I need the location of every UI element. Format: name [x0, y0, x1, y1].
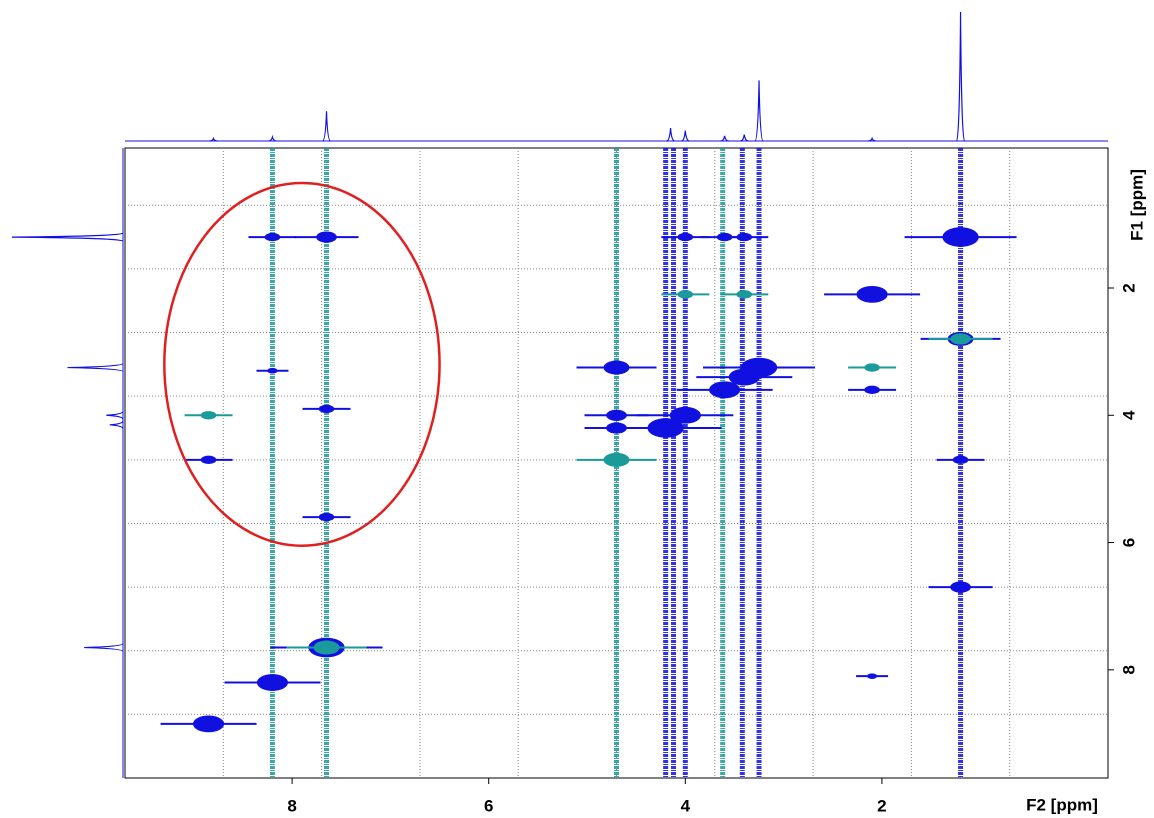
projection-peak	[209, 136, 218, 142]
cross-peak	[720, 290, 769, 299]
x-tick-label: 4	[681, 796, 691, 815]
cross-peak	[703, 357, 816, 378]
cross-peak	[824, 285, 921, 303]
projection-peak	[84, 642, 124, 653]
x-tick-label: 6	[484, 796, 493, 815]
projection-peak	[720, 135, 729, 142]
projection-peak	[740, 134, 749, 142]
projection-peak	[11, 232, 124, 242]
cross-peak	[928, 333, 993, 345]
projection-peak	[754, 80, 764, 142]
cross-peak	[224, 674, 321, 691]
projection-peak	[106, 411, 124, 420]
projection-peak	[868, 136, 877, 142]
cross-peak	[294, 231, 359, 243]
cross-peak	[584, 422, 649, 434]
highlight-ellipse	[163, 181, 441, 547]
cross-peak	[856, 673, 889, 679]
x-tick-label: 2	[877, 796, 886, 815]
cross-peak	[637, 406, 734, 424]
cross-peak	[184, 455, 233, 465]
y-tick-label: 2	[1119, 283, 1138, 292]
cross-peak	[248, 232, 297, 242]
cross-peak	[302, 512, 351, 522]
cross-peak	[676, 381, 773, 399]
cross-peak	[302, 404, 351, 414]
cross-peak	[256, 367, 289, 374]
cross-peak	[848, 385, 897, 395]
projection-peak	[67, 362, 124, 373]
cross-peak	[286, 640, 367, 655]
projection-peak	[666, 128, 675, 142]
cross-peak	[661, 290, 710, 299]
x-tick-label: 8	[287, 796, 296, 815]
cross-peak	[936, 455, 985, 465]
projection-peak	[109, 420, 124, 429]
cross-peak	[584, 409, 649, 421]
cross-peak	[160, 715, 257, 733]
y-tick-label: 6	[1119, 538, 1138, 547]
cross-peak	[576, 452, 657, 467]
projection-peak	[681, 130, 690, 142]
y-tick-label: 4	[1119, 410, 1138, 420]
projection-peak	[322, 111, 331, 142]
cross-peak	[928, 581, 993, 593]
projection-peak	[268, 134, 277, 142]
cross-peak	[848, 363, 897, 372]
cross-peak	[184, 411, 233, 420]
y-axis-label: F1 [ppm]	[1127, 169, 1146, 241]
y-tick-label: 8	[1119, 665, 1138, 674]
cross-peak	[720, 232, 769, 242]
cross-peak	[904, 227, 1017, 247]
cross-peak	[576, 360, 657, 375]
projection-peak	[955, 11, 966, 142]
x-axis-label: F2 [ppm]	[1026, 795, 1098, 814]
